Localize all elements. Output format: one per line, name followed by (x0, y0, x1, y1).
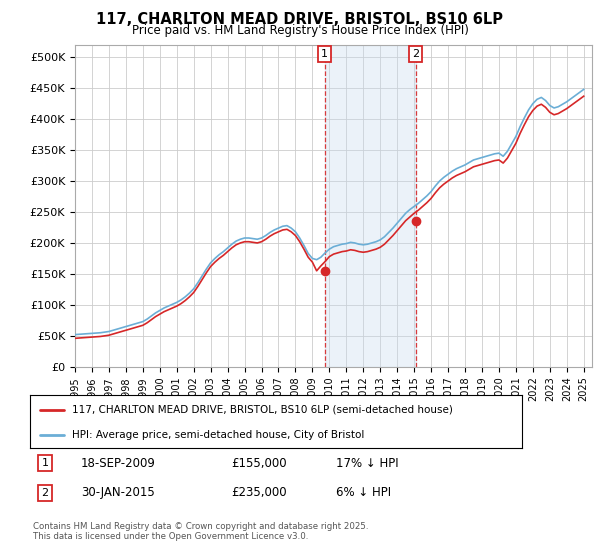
Text: HPI: Average price, semi-detached house, City of Bristol: HPI: Average price, semi-detached house,… (72, 430, 364, 440)
Text: 17% ↓ HPI: 17% ↓ HPI (336, 456, 398, 470)
Text: 2: 2 (41, 488, 49, 498)
Text: 117, CHARLTON MEAD DRIVE, BRISTOL, BS10 6LP: 117, CHARLTON MEAD DRIVE, BRISTOL, BS10 … (97, 12, 503, 27)
Text: Price paid vs. HM Land Registry's House Price Index (HPI): Price paid vs. HM Land Registry's House … (131, 24, 469, 37)
Text: 2: 2 (412, 49, 419, 59)
Text: 1: 1 (321, 49, 328, 59)
Text: 117, CHARLTON MEAD DRIVE, BRISTOL, BS10 6LP (semi-detached house): 117, CHARLTON MEAD DRIVE, BRISTOL, BS10 … (72, 405, 452, 415)
Text: 18-SEP-2009: 18-SEP-2009 (81, 456, 156, 470)
Text: £235,000: £235,000 (231, 486, 287, 500)
Text: 6% ↓ HPI: 6% ↓ HPI (336, 486, 391, 500)
Text: £155,000: £155,000 (231, 456, 287, 470)
Text: 30-JAN-2015: 30-JAN-2015 (81, 486, 155, 500)
Text: Contains HM Land Registry data © Crown copyright and database right 2025.
This d: Contains HM Land Registry data © Crown c… (33, 522, 368, 542)
Bar (325, 45, 416, 367)
Text: 1: 1 (41, 458, 49, 468)
